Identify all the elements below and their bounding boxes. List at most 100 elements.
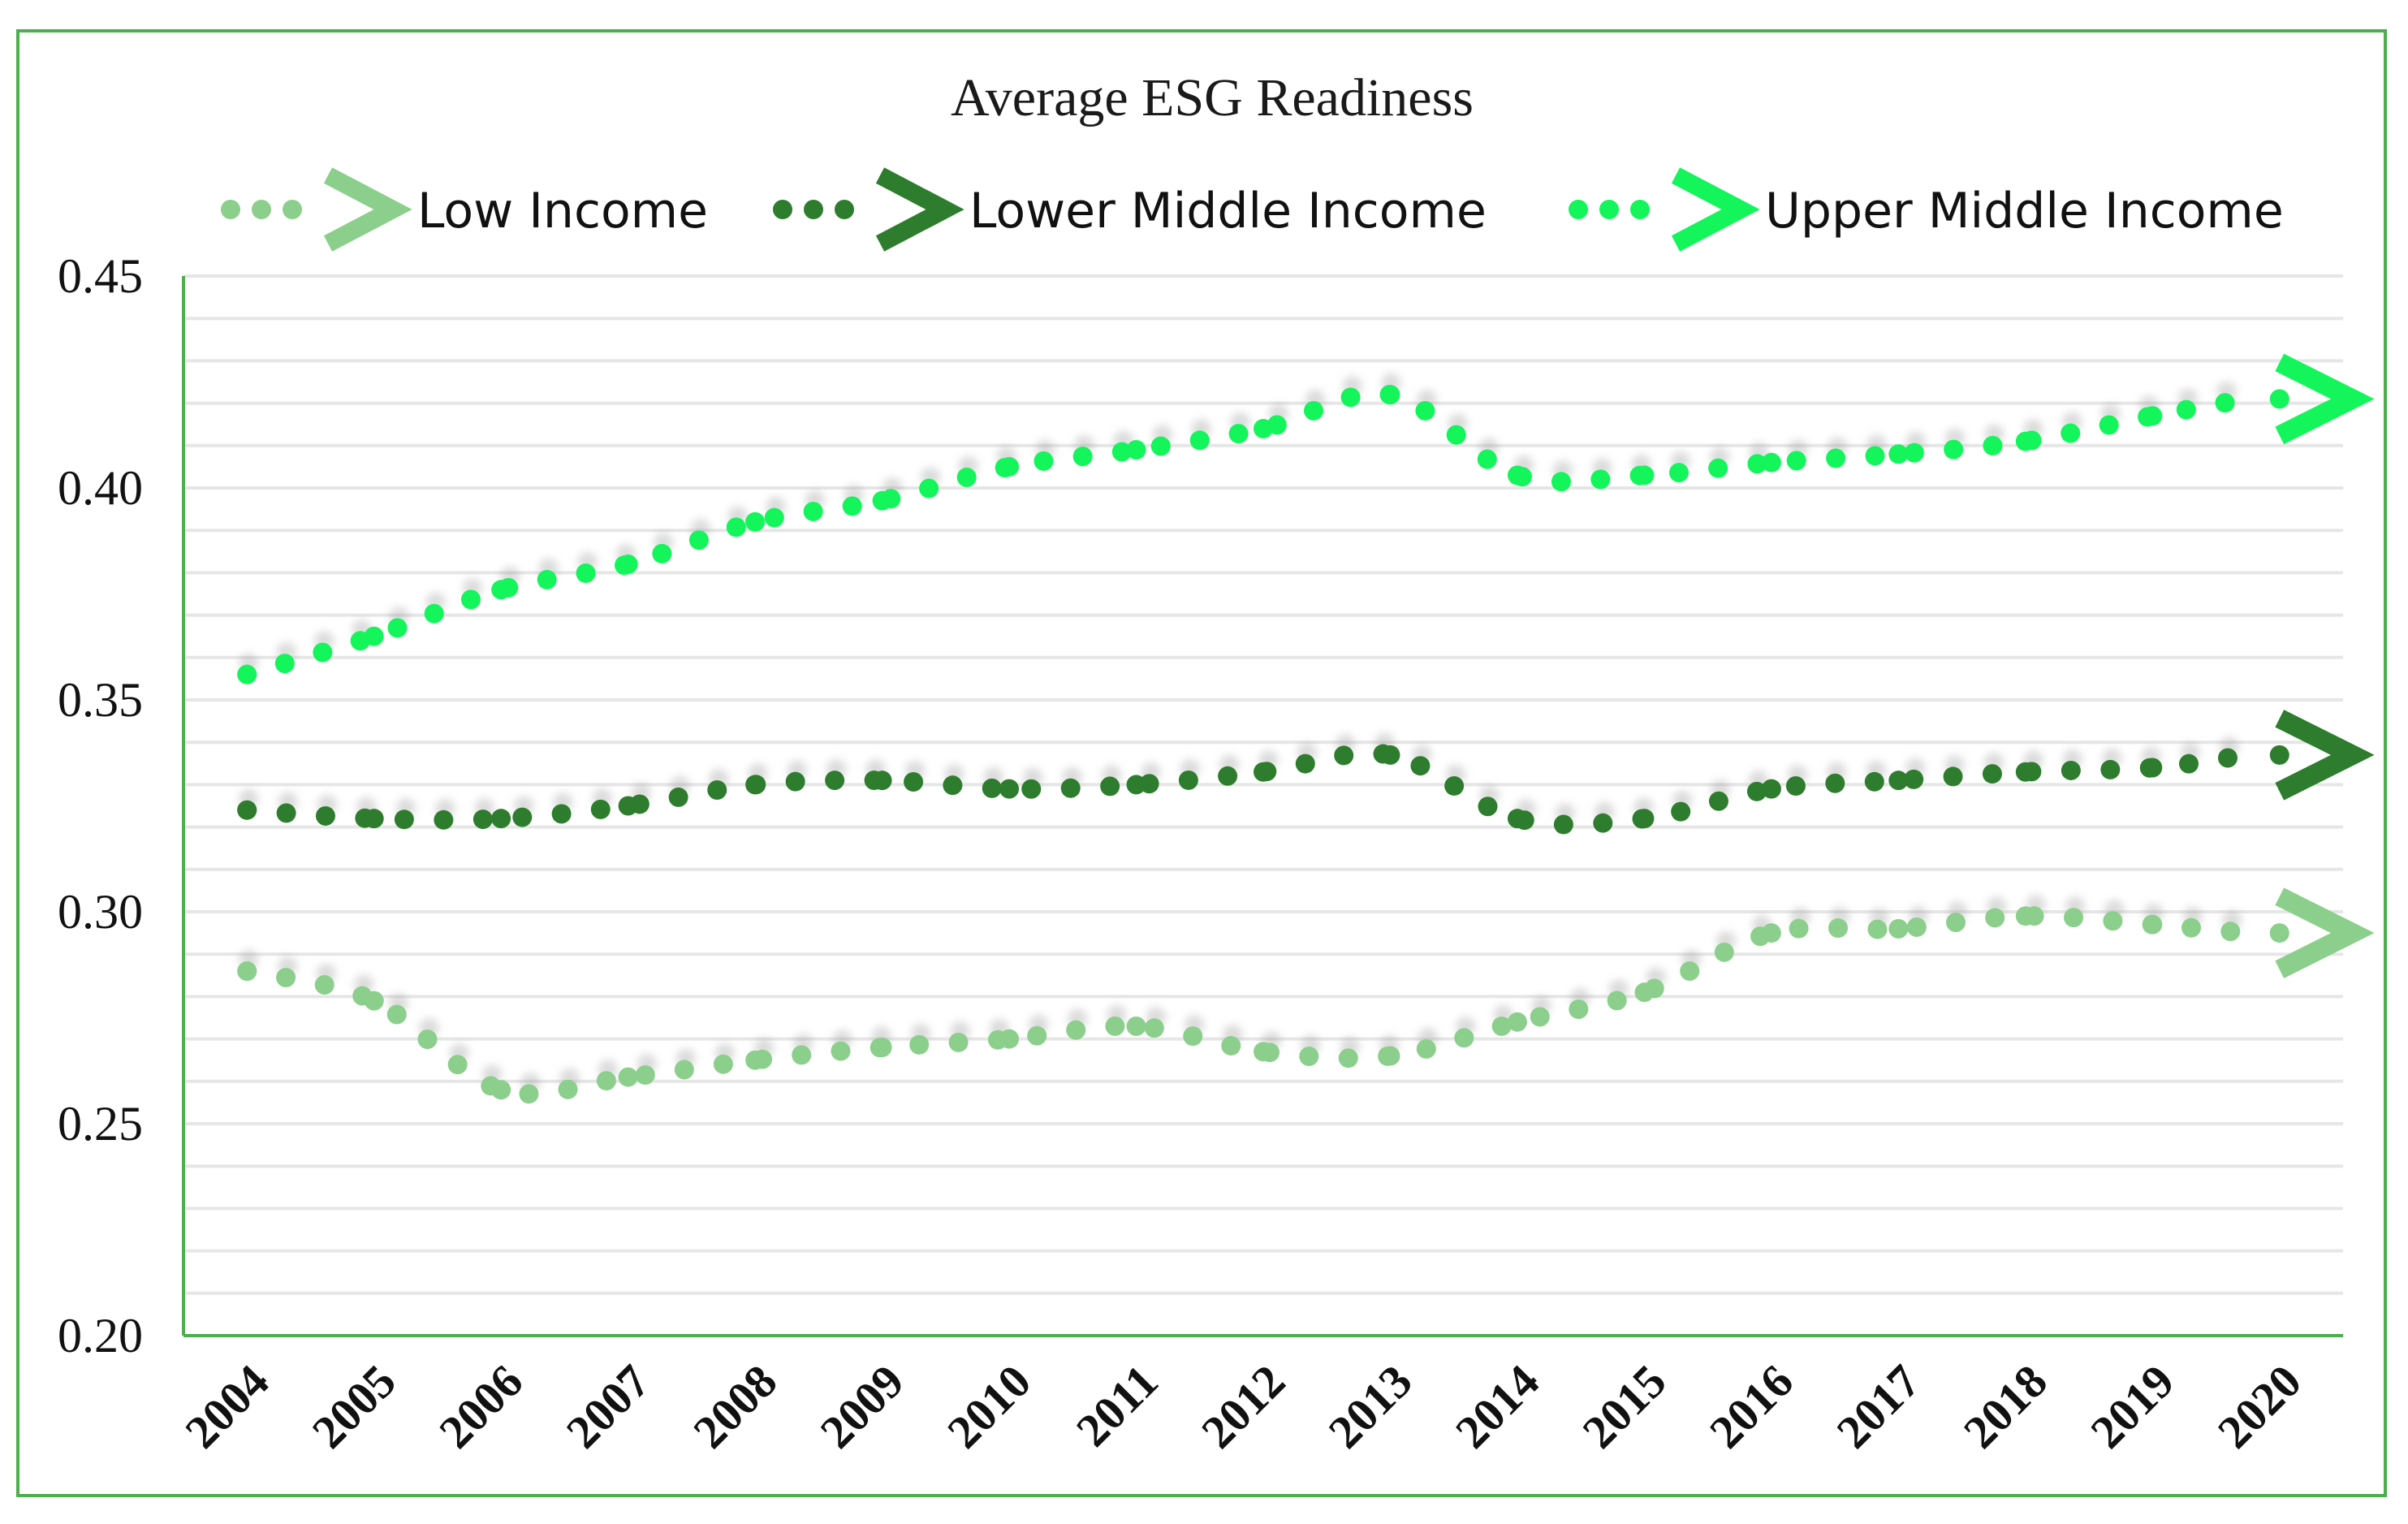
data-point-2010: [999, 1029, 1020, 1049]
line-dot: [1416, 1038, 1436, 1059]
legend-dot: [1630, 200, 1650, 219]
x-tick-label: 2014: [1445, 1354, 1549, 1458]
line-dot: [2215, 393, 2235, 413]
x-tick-label: 2004: [175, 1354, 278, 1458]
line-dot: [1304, 400, 1324, 421]
line-dot: [1060, 778, 1081, 798]
line-dot: [1021, 779, 1042, 799]
series-low-income: [237, 887, 2375, 1104]
line-dot: [558, 1079, 578, 1099]
legend-label: Low Income: [417, 183, 708, 240]
line-dot: [434, 809, 454, 830]
legend-item-lower-middle-income: Lower Middle Income: [773, 167, 1487, 252]
y-tick-label: 0.35: [58, 673, 143, 727]
line-dot: [2103, 911, 2123, 931]
line-dot: [387, 618, 408, 638]
data-point-2014: [1507, 809, 1527, 829]
line-dot: [792, 1045, 812, 1065]
data-point-2016: [1761, 923, 1781, 943]
line-dot: [1789, 918, 1809, 939]
line-dot: [2061, 760, 2081, 780]
line-dot: [1334, 745, 1354, 766]
line-dot: [1477, 449, 1497, 469]
x-tick-label: 2009: [810, 1354, 914, 1458]
data-point-2011: [1126, 440, 1146, 460]
series-shadow: [239, 895, 2242, 1093]
line-dot: [1944, 439, 1964, 460]
data-point-2020: [2269, 389, 2289, 409]
line-dot: [1714, 942, 1734, 962]
data-point-2009: [872, 771, 892, 791]
line-dot: [1668, 463, 1689, 483]
line-dot: [1785, 775, 1806, 796]
line-dot: [596, 1071, 616, 1091]
data-point-2019: [2143, 406, 2163, 426]
line-dot: [825, 771, 845, 791]
data-point-2011: [1126, 1016, 1146, 1036]
line-dot: [512, 807, 533, 827]
line-dot: [1680, 961, 1700, 982]
line-dot: [956, 467, 977, 487]
line-dot: [1607, 991, 1627, 1011]
line-dot: [1867, 919, 1888, 939]
line-dot: [1491, 1016, 1512, 1036]
legend-item-upper-middle-income: Upper Middle Income: [1569, 167, 2284, 252]
data-point-2007: [618, 796, 638, 816]
line-dot: [1444, 775, 1465, 796]
line-dot: [1593, 813, 1613, 833]
line-dot: [1982, 764, 2002, 784]
data-point-2010: [999, 779, 1020, 799]
series-group: [237, 353, 2375, 1104]
line-dot: [314, 974, 334, 995]
data-point-2018: [2015, 762, 2035, 782]
data-point-2005: [364, 626, 384, 646]
data-point-2017: [1888, 444, 1909, 464]
line-dot: [1530, 1007, 1550, 1027]
line-dot: [1183, 1026, 1203, 1047]
line-dot: [1111, 442, 1132, 462]
series-arrow-head: [2275, 353, 2375, 445]
line-dot: [1295, 753, 1315, 774]
line-dot: [1746, 781, 1767, 801]
line-dot: [2217, 748, 2238, 768]
x-tick-label: 2011: [1066, 1354, 1168, 1457]
data-point-2012: [1254, 1042, 1273, 1062]
line-dot: [668, 787, 688, 807]
line-dot: [688, 530, 709, 550]
x-tick-label: 2010: [937, 1354, 1041, 1458]
data-point-2019: [2143, 758, 2163, 778]
line-dot: [982, 778, 1002, 798]
y-tick-label: 0.25: [58, 1097, 143, 1151]
data-point-2005: [364, 809, 384, 829]
line-dot: [1906, 917, 1927, 937]
line-dot: [1828, 918, 1849, 939]
data-point-2004: [237, 664, 257, 684]
line-dot: [1825, 773, 1845, 793]
line-dot: [424, 603, 444, 624]
legend: Low Income Lower Middle Income Upper Middl…: [221, 167, 2284, 252]
line-dot: [1144, 1018, 1164, 1038]
line-dot: [1454, 1028, 1474, 1048]
legend-arrow-icon: [875, 167, 964, 252]
legend-dot: [835, 200, 854, 219]
line-dot: [1027, 1025, 1047, 1046]
line-dot: [1590, 469, 1611, 490]
line-dot: [1946, 913, 1966, 933]
line-dot: [519, 1084, 539, 1104]
data-point-2018: [2015, 431, 2035, 451]
legend-arrow-icon: [1671, 167, 1760, 252]
data-point-2015: [1634, 809, 1655, 829]
series-arrow-head: [2275, 710, 2375, 801]
line-dot: [1478, 797, 1498, 817]
line-dot: [276, 967, 296, 987]
x-tick-label: 2015: [1573, 1354, 1677, 1458]
line-dot: [313, 642, 333, 663]
y-tick-label: 0.45: [58, 249, 143, 303]
line-dot: [315, 805, 335, 826]
series-shadow: [239, 373, 2237, 673]
line-dot: [1708, 791, 1728, 811]
legend-arrow-icon: [323, 167, 412, 252]
legend-dot: [1599, 200, 1619, 219]
x-tick-label: 2017: [1827, 1354, 1931, 1458]
line-dot: [1943, 766, 1963, 787]
